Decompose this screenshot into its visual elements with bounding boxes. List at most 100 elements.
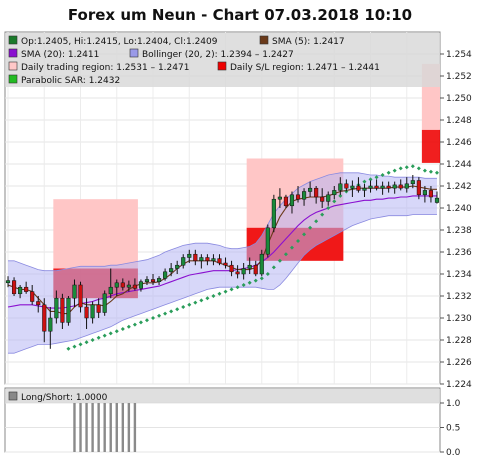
y-tick-label: 1.240 [446, 204, 472, 214]
sar-dot [277, 258, 282, 263]
y-tick-label: 1.234 [446, 270, 472, 280]
candle-body [144, 279, 150, 282]
y-tick-label: 1.236 [446, 248, 472, 258]
y-tick-label: 1.246 [446, 138, 472, 148]
sar-dot [235, 285, 240, 290]
sub-y-tick-label: 0.5 [446, 424, 460, 434]
candle-body [428, 190, 433, 198]
legend-label: SMA (20): 1.2411 [21, 50, 99, 60]
candle-body [24, 286, 29, 292]
sar-dot [102, 333, 107, 338]
candle-body [386, 185, 391, 189]
legend-label: Parabolic SAR: 1.2432 [21, 76, 120, 86]
long-short-bar [73, 403, 76, 452]
bollinger-upper [8, 172, 437, 272]
sar-dot [138, 320, 143, 325]
candle-body [374, 185, 379, 189]
candle-body [392, 184, 397, 189]
sar-dot [144, 318, 149, 323]
long-short-bars [73, 403, 137, 452]
candle-body [175, 264, 180, 269]
candle-body [277, 196, 282, 200]
candle-body [422, 190, 427, 196]
long-short-bar [97, 403, 100, 452]
candle-body [96, 304, 101, 313]
long-short-bar [127, 403, 131, 452]
legend-swatch [129, 48, 139, 58]
chart-title: Forex um Neun - Chart 07.03.2018 10:10 [68, 6, 412, 24]
candle-body [362, 187, 367, 191]
candle-body [108, 286, 113, 295]
sar-dot [320, 212, 325, 217]
candle-body [295, 194, 301, 200]
y-tick-label: 1.250 [446, 94, 472, 104]
sar-dot [314, 219, 319, 224]
sar-dot [187, 302, 192, 307]
sar-dot [422, 168, 427, 173]
sar-dot [157, 313, 162, 318]
sub-y-tick-label: 1.0 [446, 399, 461, 409]
candle-body [157, 278, 162, 282]
candle-body [42, 304, 47, 332]
sar-dot [392, 168, 397, 173]
sar-dot [271, 265, 276, 270]
sar-dot [175, 307, 180, 312]
sub-legend-box [5, 389, 440, 403]
candle-body [163, 271, 168, 279]
candle-body [36, 301, 41, 306]
long-short-bar [121, 403, 125, 452]
legend-box [5, 33, 440, 87]
candle-body [320, 196, 325, 202]
main-y-axis: 1.224 1.226 1.228 1.230 1.232 1.234 1.236 1.238… [440, 50, 472, 390]
sub-legend-label: Long/Short: 1.0000 [21, 393, 108, 403]
y-tick-label: 1.238 [446, 226, 472, 236]
candle-body [302, 191, 307, 200]
y-tick-label: 1.228 [446, 336, 472, 346]
candle-body [102, 293, 107, 313]
legend-label: SMA (5): 1.2417 [272, 37, 345, 47]
candle-body [253, 264, 258, 275]
y-tick-label: 1.232 [446, 292, 472, 302]
legend-label: Daily trading region: 1.2531 – 1.2471 [21, 63, 189, 73]
legend-label: Bollinger (20, 2): 1.2394 – 1.2427 [142, 50, 294, 60]
candle-body [344, 183, 349, 189]
sar-dot [223, 289, 228, 294]
candle-body [199, 257, 204, 262]
bollinger-lower [8, 214, 437, 354]
sar-dot [181, 305, 186, 309]
sar-dot [374, 175, 379, 180]
legend-swatch [8, 35, 18, 45]
sub-legend-swatch [8, 391, 18, 401]
candle-body [259, 253, 264, 275]
candle-body [289, 194, 295, 207]
sar-dot [211, 294, 216, 298]
candle-body [283, 196, 288, 207]
candle-body [205, 257, 210, 262]
y-tick-label: 1.224 [446, 380, 472, 390]
sar-dot [410, 164, 415, 169]
candle-body [66, 297, 71, 323]
bollinger-fill [8, 172, 437, 354]
candle-body [368, 185, 373, 189]
sar-dot [90, 338, 95, 342]
sar-dot [78, 342, 83, 347]
daily-trading-region [53, 199, 138, 269]
long-short-bar [85, 403, 88, 452]
long-short-bar [109, 403, 112, 452]
sar-dot [199, 298, 204, 303]
candle-body [211, 258, 216, 262]
candle-body [169, 268, 174, 273]
candle-body [132, 284, 137, 289]
candle-body [265, 227, 270, 255]
sar-dot [120, 327, 125, 331]
candle-body [416, 180, 421, 196]
sar-dot [386, 170, 391, 175]
y-tick-label: 1.226 [446, 358, 472, 368]
candle-body [326, 194, 331, 202]
candle-body [271, 198, 276, 229]
sar-dot [259, 276, 264, 281]
candle-body [434, 197, 440, 203]
candle-body [338, 183, 343, 191]
candle-body [150, 279, 156, 282]
legend-swatch [217, 61, 227, 71]
